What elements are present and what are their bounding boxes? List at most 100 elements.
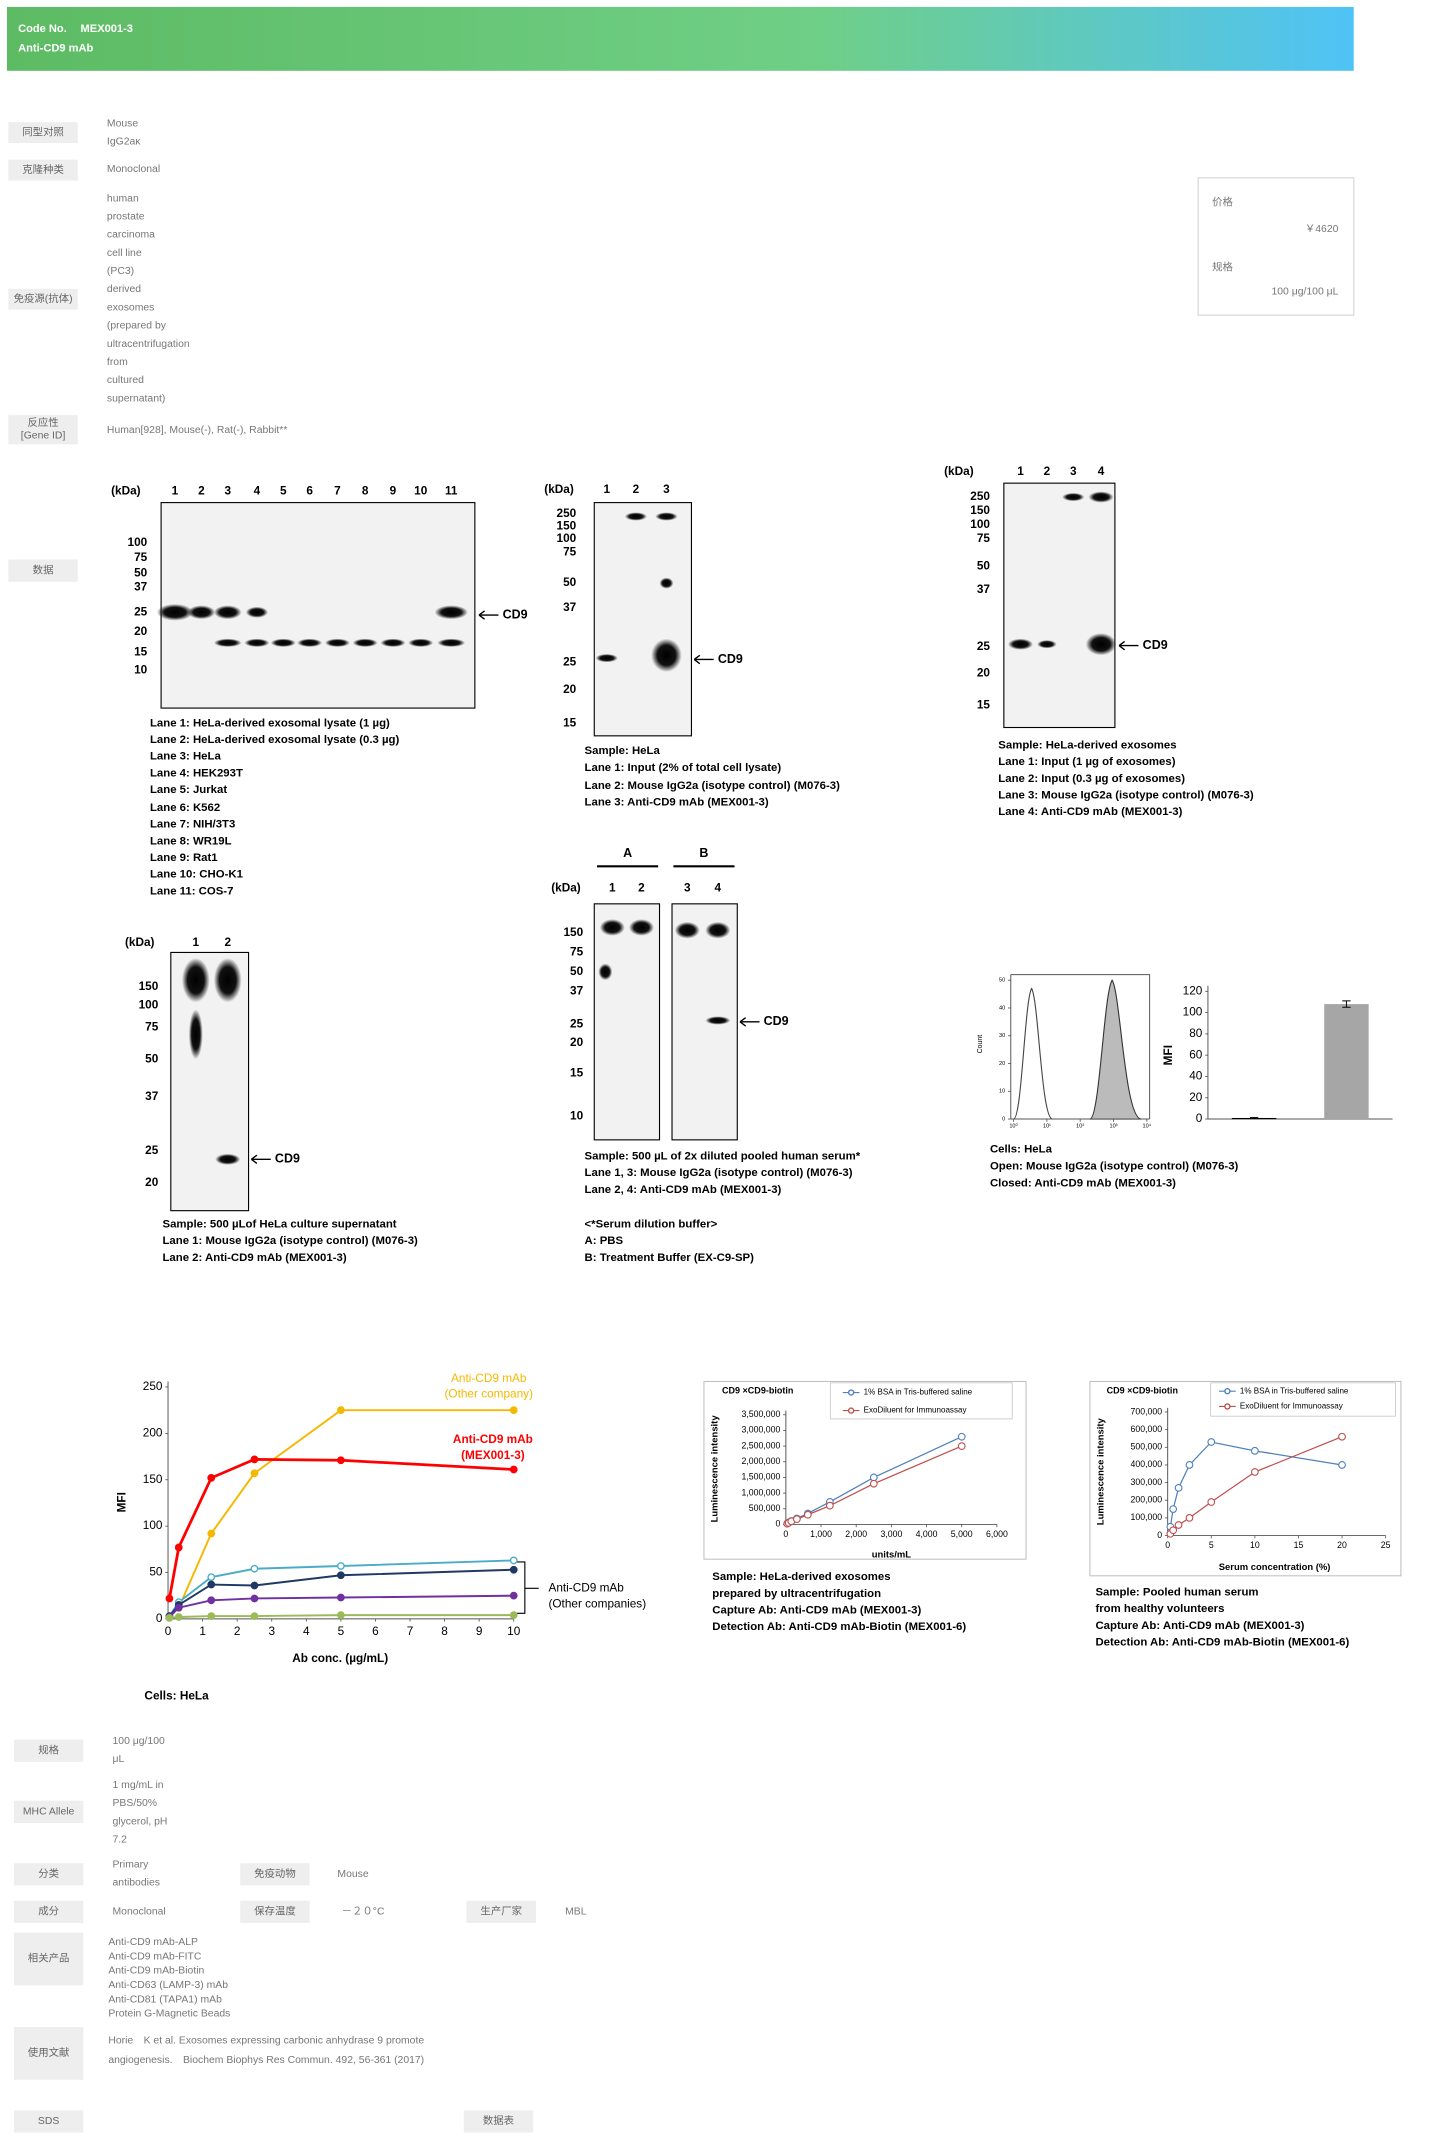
series-point — [792, 1515, 801, 1524]
legend-label: 1% BSA in Tris-buffered saline — [1240, 1386, 1349, 1395]
x-axis-title: Ab conc. (µg/mL) — [292, 1651, 388, 1665]
spec-value: Mouse — [107, 118, 138, 129]
blot-caption: Lane 3: HeLa — [150, 751, 221, 763]
lane-number: 1 — [193, 935, 200, 949]
detail-label-box — [240, 1900, 310, 1923]
series-point — [250, 1594, 259, 1603]
blot-caption: Lane 3: Anti-CD9 mAb (MEX001-3) — [585, 796, 769, 808]
series-point — [1185, 1461, 1194, 1469]
x-tick-label: 20 — [1337, 1540, 1347, 1550]
histogram-open — [1013, 987, 1053, 1120]
blot-band — [705, 1016, 731, 1025]
blot-caption: Lane 2: Anti-CD9 mAb (MEX001-3) — [162, 1252, 346, 1264]
series-point — [509, 1406, 518, 1415]
kda-marker: 75 — [977, 531, 991, 545]
series-point — [250, 1564, 259, 1573]
detail-value: PBS/50% — [112, 1798, 157, 1809]
blot-band — [655, 512, 678, 521]
lane-number: 4 — [254, 484, 261, 498]
detail-label: 生产厂家 — [480, 1905, 522, 1918]
series-line — [168, 1457, 514, 1599]
series-point — [207, 1596, 216, 1605]
blot-caption: Lane 2, 4: Anti-CD9 mAb (MEX001-3) — [585, 1184, 782, 1196]
y-tick-label: 500,000 — [1131, 1442, 1163, 1452]
blot-caption: Lane 10: CHO-K1 — [150, 869, 244, 881]
detail-label: 成分 — [38, 1906, 59, 1918]
series-point — [1338, 1461, 1346, 1469]
error-bar — [1342, 1000, 1351, 1008]
detail-value: Anti-CD9 mAb-Biotin — [108, 1966, 204, 1977]
x-tick-label: 5 — [1209, 1540, 1214, 1550]
series-point — [1250, 1468, 1259, 1476]
data-label: 数据 — [33, 563, 54, 576]
axis-title: MFI — [1161, 1045, 1175, 1065]
y-tick-label: 1,000,000 — [741, 1487, 780, 1497]
legend-marker — [847, 1389, 855, 1396]
detail-label-box — [13, 1932, 84, 1986]
y-tick-label: 300,000 — [1131, 1477, 1163, 1487]
series-point — [509, 1591, 518, 1600]
plot-frame — [1010, 974, 1151, 1120]
lane-number: 3 — [663, 482, 670, 496]
blot-caption: B: Treatment Buffer (EX-C9-SP) — [585, 1252, 755, 1264]
kda-marker: 50 — [145, 1051, 159, 1065]
detail-value: Mouse — [337, 1869, 368, 1880]
series-point — [509, 1465, 518, 1474]
blot-band — [437, 638, 466, 647]
series-point — [337, 1593, 345, 1602]
x-tick-label: 2 — [234, 1624, 241, 1638]
lane-number: 4 — [715, 881, 722, 895]
series-point — [957, 1442, 966, 1450]
figure-caption: Sample: HeLa-derived exosomes — [712, 1571, 890, 1583]
y-tick-label: 200 — [143, 1425, 163, 1439]
detail-value: Anti-CD81 (TAPA1) mAb — [108, 1994, 222, 2005]
x-tick-label: 10³ — [1110, 1123, 1118, 1129]
lane-number: 9 — [390, 484, 397, 498]
detail-label: 分类 — [38, 1867, 59, 1880]
spec-label: 反应性 — [27, 416, 58, 429]
blot-band — [595, 653, 618, 663]
spec-value: ultracentrifugation — [107, 339, 190, 350]
blot-image — [593, 903, 661, 1141]
blot-image — [160, 502, 476, 709]
series-point — [869, 1473, 878, 1482]
series-point — [207, 1580, 216, 1589]
series-point — [1207, 1498, 1216, 1506]
lane-number: 11 — [445, 484, 458, 498]
kda-marker: 15 — [563, 715, 577, 729]
price-label: 价格 — [1212, 195, 1233, 208]
target-label: CD9 — [275, 1152, 300, 1166]
series-point — [1185, 1514, 1194, 1522]
price: ￥4620 — [1305, 224, 1339, 235]
x-tick-label: 5,000 — [951, 1529, 973, 1539]
detail-label-box[interactable] — [13, 2110, 84, 2133]
kda-marker: 25 — [977, 639, 991, 653]
code-label: Code No. — [18, 23, 67, 35]
spec-label-box — [8, 415, 78, 445]
series-point — [803, 1510, 812, 1519]
lane-number: 2 — [1044, 464, 1051, 478]
target-label: CD9 — [718, 652, 743, 666]
x-tick-label: 10⁰ — [1009, 1122, 1018, 1129]
figure-caption: Detection Ab: Anti-CD9 mAb-Biotin (MEX00… — [712, 1621, 966, 1633]
detail-value: Protein G-Magnetic Beads — [108, 2009, 230, 2020]
detail-value: Primary — [112, 1859, 149, 1870]
histogram-closed — [1089, 979, 1142, 1120]
blot-band — [245, 606, 268, 618]
legend-marker — [847, 1407, 855, 1414]
download-button: 数据表 — [483, 2114, 515, 2127]
blot-band — [628, 919, 654, 936]
annotation: Anti-CD9 mAb — [451, 1371, 527, 1385]
kda-marker: 50 — [563, 575, 577, 589]
series-point — [337, 1406, 345, 1415]
detail-label-box[interactable] — [463, 2110, 534, 2133]
x-tick-label: 0 — [783, 1529, 788, 1539]
lane-number: 8 — [362, 484, 369, 498]
series-point — [869, 1479, 878, 1488]
legend-box — [1210, 1382, 1396, 1417]
series-point — [165, 1594, 174, 1603]
series-point — [250, 1455, 259, 1464]
kda-marker: 20 — [563, 682, 577, 696]
blot-caption: Lane 1: HeLa-derived exosomal lysate (1 … — [150, 717, 390, 729]
